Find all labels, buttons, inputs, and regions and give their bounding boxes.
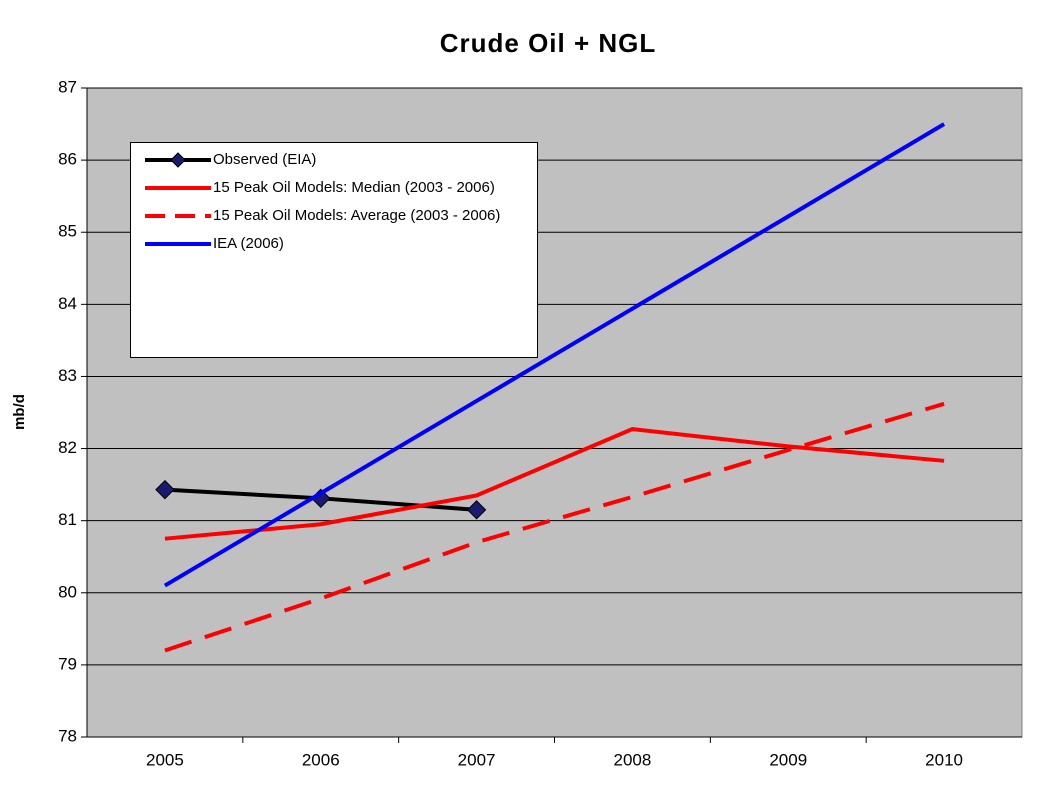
- y-tick-label: 82: [58, 438, 77, 457]
- y-tick-label: 80: [58, 582, 77, 601]
- chart-title: Crude Oil + NGL: [440, 28, 657, 58]
- legend-swatch: [145, 186, 211, 190]
- y-tick-label: 87: [58, 77, 77, 96]
- legend-entry: 15 Peak Oil Models: Average (2003 - 2006…: [143, 205, 529, 227]
- legend-marker: [170, 152, 186, 168]
- series-line: [164, 427, 945, 541]
- series-line: [164, 401, 945, 653]
- legend-entry: Observed (EIA): [143, 149, 529, 171]
- marker: [466, 500, 487, 520]
- legend-entry: 15 Peak Oil Models: Median (2003 - 2006): [143, 177, 529, 199]
- legend-label: IEA (2006): [213, 235, 284, 252]
- y-tick-label: 86: [58, 150, 77, 169]
- x-tick-label: 2007: [458, 750, 496, 769]
- marker: [155, 479, 175, 500]
- legend: Observed (EIA) 15 Peak Oil Models: Median…: [130, 142, 538, 358]
- legend-label: 15 Peak Oil Models: Median (2003 - 2006): [213, 179, 495, 196]
- y-axis-label: mb/d: [11, 394, 28, 430]
- y-tick-label: 78: [58, 726, 77, 745]
- series-line: [163, 122, 946, 588]
- y-tick-label: 84: [58, 294, 77, 313]
- legend-entry: IEA (2006): [143, 233, 529, 255]
- x-tick-label: 2006: [302, 750, 340, 769]
- y-tick-label: 83: [58, 366, 77, 385]
- legend-swatch: [145, 242, 211, 246]
- y-tick-label: 81: [58, 510, 77, 529]
- x-tick-label: 2008: [614, 750, 652, 769]
- y-tick-label: 85: [58, 222, 77, 241]
- x-tick-label: 2009: [769, 750, 807, 769]
- legend-swatch: [145, 152, 211, 168]
- x-tick-label: 2005: [146, 750, 184, 769]
- y-tick-label: 79: [58, 654, 77, 673]
- legend-label: Observed (EIA): [213, 151, 317, 168]
- x-tick-label: 2010: [925, 750, 963, 769]
- legend-swatch: [145, 214, 211, 218]
- legend-label: 15 Peak Oil Models: Average (2003 - 2006…: [213, 207, 501, 224]
